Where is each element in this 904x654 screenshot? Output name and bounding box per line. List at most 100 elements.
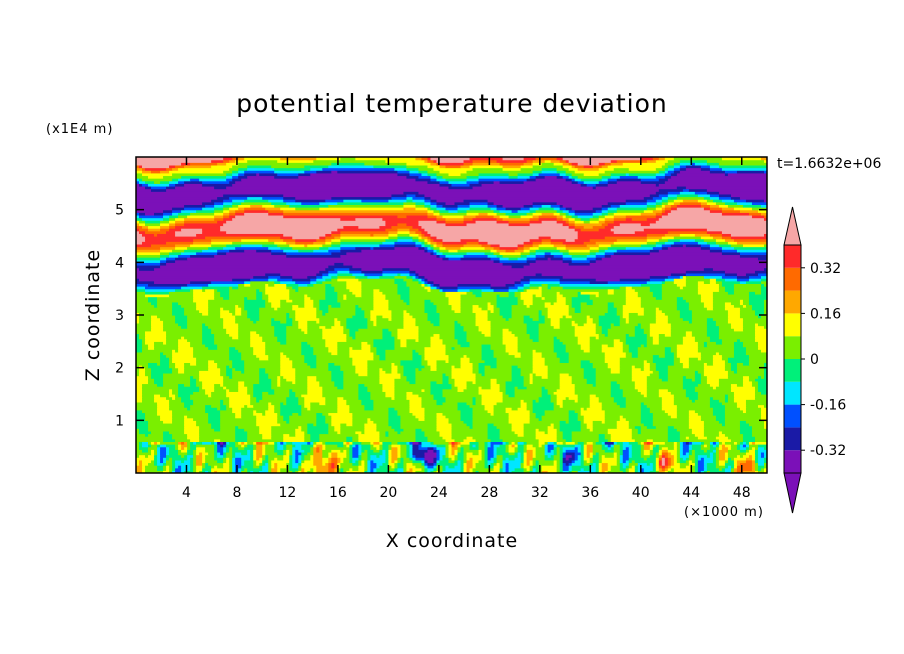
- contour-cell: [502, 396, 540, 400]
- contour-cell: [370, 459, 374, 464]
- contour-cell: [745, 304, 753, 308]
- contour-cell: [424, 409, 462, 414]
- contour-cell: [736, 401, 747, 406]
- contour-cell: [763, 422, 767, 427]
- contour-cell: [655, 459, 660, 464]
- contour-cell: [403, 365, 426, 369]
- contour-cell: [346, 338, 374, 342]
- contour-cell: [259, 457, 263, 461]
- contour-cell: [511, 375, 525, 379]
- contour-cell: [286, 446, 293, 450]
- contour-cell: [169, 251, 182, 256]
- contour-cell: [520, 459, 525, 464]
- contour-cell: [733, 391, 756, 395]
- contour-cell: [157, 362, 161, 366]
- contour-cell: [310, 278, 317, 282]
- contour-cell: [391, 465, 396, 469]
- contour-cell: [520, 462, 525, 466]
- contour-cell: [622, 315, 630, 319]
- contour-cell: [172, 462, 176, 466]
- contour-cell: [352, 315, 365, 319]
- contour-cell: [706, 362, 714, 366]
- contour-cell: [337, 459, 341, 464]
- contour-cell: [541, 286, 549, 290]
- contour-cell: [304, 296, 311, 300]
- contour-cell: [583, 451, 588, 456]
- contour-cell: [319, 438, 347, 442]
- contour-cell: [640, 441, 645, 445]
- contour-cell: [376, 428, 396, 432]
- contour-cell: [484, 372, 513, 377]
- contour-cell: [235, 438, 248, 442]
- contour-cell: [211, 241, 233, 245]
- contour-cell: [235, 309, 242, 313]
- contour-cell: [445, 254, 465, 258]
- contour-cell: [184, 249, 203, 253]
- contour-cell: [352, 462, 359, 466]
- contour-cell: [403, 325, 420, 329]
- contour-cell: [694, 462, 699, 466]
- contour-cell: [538, 462, 555, 466]
- contour-cell: [757, 257, 767, 261]
- contour-cell: [349, 451, 353, 456]
- contour-cell: [745, 446, 750, 450]
- contour-cell: [613, 449, 621, 453]
- contour-cell: [253, 446, 257, 450]
- contour-cell: [466, 386, 480, 390]
- contour-cell: [556, 467, 561, 471]
- contour-cell: [418, 278, 423, 282]
- contour-cell: [700, 380, 708, 385]
- contour-cell: [649, 288, 663, 292]
- contour-cell: [604, 225, 615, 229]
- contour-cell: [373, 296, 386, 300]
- contour-cell: [364, 425, 377, 429]
- contour-cell: [238, 336, 251, 340]
- contour-cell: [529, 286, 540, 290]
- contour-cell: [169, 467, 173, 471]
- contour-cell: [490, 365, 498, 369]
- contour-cell: [655, 451, 660, 456]
- contour-cell: [487, 422, 495, 427]
- contour-cell: [595, 375, 633, 379]
- contour-cell: [217, 343, 251, 348]
- contour-cell: [175, 315, 188, 319]
- contour-cell: [634, 470, 639, 473]
- contour-cell: [292, 278, 311, 282]
- contour-cell: [697, 470, 702, 473]
- contour-cell: [493, 259, 501, 263]
- contour-cell: [433, 283, 441, 287]
- contour-cell: [481, 457, 486, 461]
- contour-cell: [304, 330, 308, 335]
- contour-cell: [601, 441, 606, 445]
- contour-cell: [697, 459, 705, 464]
- contour-cell: [286, 338, 326, 342]
- contour-cell: [688, 396, 699, 400]
- contour-cell: [175, 225, 221, 229]
- contour-cell: [367, 388, 383, 392]
- contour-cell: [529, 336, 540, 340]
- contour-cell: [634, 386, 648, 390]
- contour-cell: [136, 283, 149, 287]
- contour-cell: [208, 362, 218, 366]
- contour-cell: [751, 457, 756, 461]
- contour-cell: [163, 465, 167, 469]
- contour-cell: [640, 304, 678, 308]
- contour-cell: [532, 378, 561, 382]
- contour-cell: [742, 341, 759, 345]
- contour-cell: [325, 444, 338, 448]
- contour-cell: [574, 391, 612, 395]
- contour-cell: [181, 449, 188, 453]
- contour-cell: [739, 446, 747, 450]
- contour-cell: [241, 459, 245, 464]
- contour-cell: [541, 394, 552, 398]
- contour-cell: [190, 438, 200, 442]
- contour-cell: [724, 359, 729, 363]
- contour-cell: [439, 457, 444, 461]
- contour-cell: [604, 449, 615, 453]
- contour-cell: [409, 409, 426, 414]
- contour-cell: [433, 446, 438, 450]
- contour-cell: [664, 467, 669, 471]
- contour-cell: [547, 444, 555, 448]
- contour-cell: [652, 370, 660, 374]
- contour-cell: [754, 322, 759, 327]
